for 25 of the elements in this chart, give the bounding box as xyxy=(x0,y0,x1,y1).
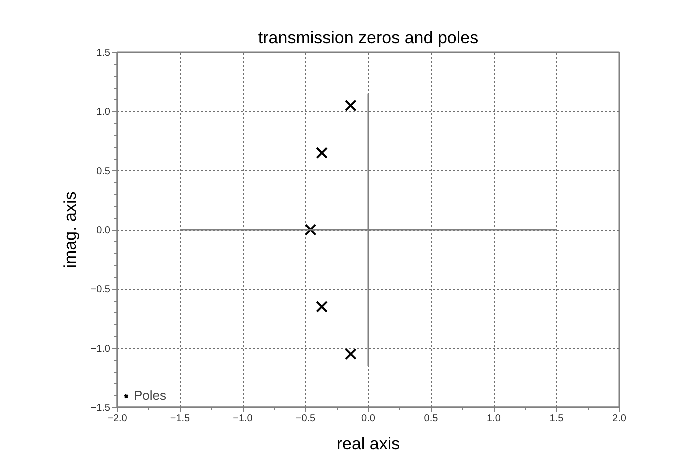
x-tick-label: 1.0 xyxy=(487,414,502,424)
point xyxy=(316,147,328,160)
legend-label: Poles xyxy=(134,388,167,403)
y-tick-label: 1.5 xyxy=(96,48,111,59)
y-tick-label: −0.5 xyxy=(90,284,111,296)
y-tick-label: −1.5 xyxy=(90,403,111,414)
y-tick-label: −1.0 xyxy=(90,344,111,355)
point xyxy=(344,348,357,360)
point xyxy=(344,100,357,112)
y-tick-label: 0.0 xyxy=(96,226,111,236)
chart-title: transmission zeros and poles xyxy=(258,28,479,48)
x-tick-label: −1.5 xyxy=(170,414,191,424)
x-tick-label: 2.0 xyxy=(612,414,627,424)
x-tick-label: 1.5 xyxy=(550,414,564,424)
x-tick-label: −0.5 xyxy=(296,414,316,424)
x-axis-title: real axis xyxy=(336,434,400,454)
x-tick-label: 0.5 xyxy=(424,414,439,424)
y-tick-label: 1.0 xyxy=(96,107,111,118)
x-tick-label: −2.0 xyxy=(108,414,128,424)
point xyxy=(304,224,317,236)
y-tick-label: 0.5 xyxy=(96,166,111,178)
point xyxy=(316,300,328,313)
x-tick-label: 0.0 xyxy=(362,414,376,424)
y-axis-title: imag. axis xyxy=(60,192,80,268)
x-tick-label: −1.0 xyxy=(233,414,254,424)
